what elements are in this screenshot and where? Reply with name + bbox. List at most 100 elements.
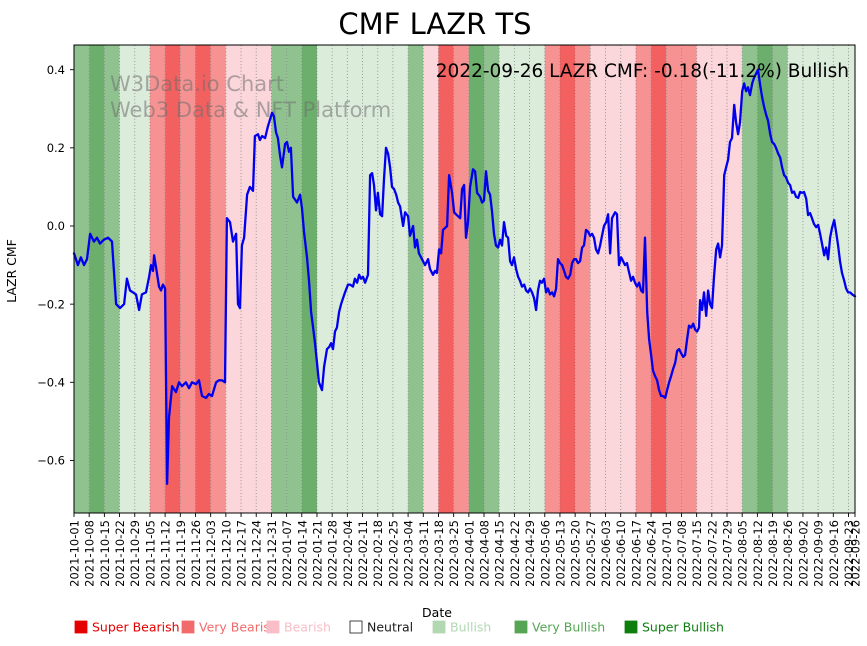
sentiment-band-super_bullish — [468, 45, 485, 513]
sentiment-band-bullish — [514, 45, 530, 513]
sentiment-band-very_bullish — [408, 45, 424, 513]
legend-swatch-very-bullish — [514, 620, 528, 634]
legend-swatch-very-bearish — [181, 620, 195, 634]
sentiment-band-super_bearish — [165, 45, 181, 513]
x-tick-label: 2022-04-01 — [462, 520, 476, 587]
sentiment-band-very_bearish — [575, 45, 591, 513]
sentiment-band-bullish — [833, 45, 849, 513]
sentiment-band-bearish — [620, 45, 636, 513]
legend-swatch-neutral — [349, 620, 363, 634]
x-tick-label: 2022-07-15 — [690, 520, 704, 587]
x-tick-label: 2022-04-15 — [493, 520, 507, 587]
legend-swatch-bearish — [266, 620, 280, 634]
sentiment-band-bearish — [256, 45, 272, 513]
legend-swatch-bullish — [432, 620, 446, 634]
sentiment-band-bearish — [590, 45, 606, 513]
y-tick-label: −0.6 — [37, 454, 65, 468]
sentiment-band-super_bullish — [89, 45, 105, 513]
x-tick-label: 2022-01-14 — [295, 520, 309, 587]
x-tick-label: 2022-05-20 — [569, 520, 583, 587]
sentiment-band-very_bearish — [180, 45, 196, 513]
cmf-line-series — [72, 68, 857, 486]
x-tick-label: 2022-04-29 — [523, 520, 537, 587]
sentiment-band-very_bearish — [666, 45, 682, 513]
x-tick-label: 2022-02-18 — [371, 520, 385, 587]
y-axis-label: LAZR CMF — [4, 239, 19, 303]
watermark-line2: Web3 Data & NFT Platform — [110, 98, 391, 122]
sentiment-band-bearish — [605, 45, 621, 513]
watermark-line1: W3Data.io Chart — [110, 72, 284, 96]
x-tick-label: 2022-01-28 — [326, 520, 340, 587]
x-tick-label: 2022-03-04 — [402, 520, 416, 587]
sentiment-band-bullish — [787, 45, 803, 513]
x-tick-label: 2021-10-01 — [68, 520, 82, 587]
legend-label-very-bullish: Very Bullish — [532, 620, 605, 635]
x-tick-label: 2022-05-27 — [584, 520, 598, 587]
sentiment-band-super_bullish — [757, 45, 773, 513]
y-tick-label: 0.4 — [47, 63, 65, 77]
x-tick-label: 2022-06-17 — [629, 520, 643, 587]
x-tick-label: 2022-07-08 — [675, 520, 689, 587]
y-tick-labels-layer: 0.4 0.2 0.0 −0.2 −0.4 −0.6 — [37, 63, 65, 468]
x-tick-label: 2021-11-26 — [189, 520, 203, 587]
x-tick-label: 2021-12-10 — [219, 520, 233, 587]
sentiment-band-bearish — [241, 45, 257, 513]
x-tick-label: 2022-02-04 — [341, 520, 355, 587]
sentiment-band-bearish — [423, 45, 439, 513]
x-tick-label: 2021-12-24 — [250, 520, 264, 587]
x-tick-label: 2021-11-05 — [143, 520, 157, 587]
x-tick-label: 2021-12-03 — [204, 520, 218, 587]
sentiment-band-very_bearish — [210, 45, 226, 513]
y-tick-label: 0.0 — [47, 219, 65, 233]
axis-ticks-layer — [70, 69, 856, 517]
sentiment-band-bullish — [802, 45, 819, 513]
sentiment-band-bullish — [332, 45, 348, 513]
x-tick-label: 2022-09-26 — [849, 520, 863, 587]
x-tick-label: 2022-07-01 — [660, 520, 674, 587]
y-tick-label: −0.4 — [37, 375, 65, 389]
x-tick-label: 2022-04-08 — [478, 520, 492, 587]
sentiment-band-very_bearish — [681, 45, 697, 513]
sentiment-band-very_bullish — [74, 45, 90, 513]
sentiment-band-super_bearish — [651, 45, 667, 513]
x-tick-label: 2022-06-03 — [599, 520, 613, 587]
sentiment-band-very_bearish — [544, 45, 560, 513]
x-tick-label: 2022-05-13 — [553, 520, 567, 587]
legend-label-neutral: Neutral — [367, 620, 413, 635]
x-tick-label: 2022-01-07 — [280, 520, 294, 587]
sentiment-band-bearish — [225, 45, 242, 513]
sentiment-band-super_bearish — [438, 45, 454, 513]
x-tick-label: 2021-10-15 — [98, 520, 112, 587]
x-tick-label: 2021-11-19 — [174, 520, 188, 587]
x-tick-label: 2022-08-19 — [766, 520, 780, 587]
sentiment-band-very_bullish — [742, 45, 758, 513]
x-tick-label: 2022-03-18 — [432, 520, 446, 587]
x-tick-label: 2022-09-02 — [796, 520, 810, 587]
y-tick-label: −0.2 — [37, 297, 65, 311]
legend-label-very-bearish: Very Bearish — [199, 620, 278, 635]
legend-swatch-super-bearish — [74, 620, 88, 634]
x-tick-label: 2022-06-10 — [614, 520, 628, 587]
sentiment-band-very_bullish — [772, 45, 788, 513]
x-tick-label: 2022-09-23 — [842, 520, 856, 587]
legend-label-super-bearish: Super Bearish — [92, 620, 180, 635]
sentiment-band-bullish — [848, 45, 855, 513]
sentiment-band-bullish — [818, 45, 834, 513]
x-tick-label: 2022-06-24 — [645, 520, 659, 587]
x-tick-label: 2021-10-08 — [83, 520, 97, 587]
x-tick-label: 2022-07-29 — [721, 520, 735, 587]
sentiment-band-bullish — [134, 45, 150, 513]
x-tick-label: 2022-09-09 — [812, 520, 826, 587]
legend-label-bullish: Bullish — [450, 620, 491, 635]
x-axis-label: Date — [422, 605, 452, 620]
x-tick-label: 2022-02-11 — [356, 520, 370, 587]
sentiment-band-very_bearish — [453, 45, 469, 513]
legend-label-bearish: Bearish — [284, 620, 331, 635]
latest-value-annotation: 2022-09-26 LAZR CMF: -0.18(-11.2%) Bulli… — [436, 61, 849, 82]
chart-title: CMF LAZR TS — [338, 7, 531, 41]
sentiment-band-bullish — [316, 45, 333, 513]
x-tick-label: 2022-05-06 — [538, 520, 552, 587]
x-tick-label: 2021-12-31 — [265, 520, 279, 587]
